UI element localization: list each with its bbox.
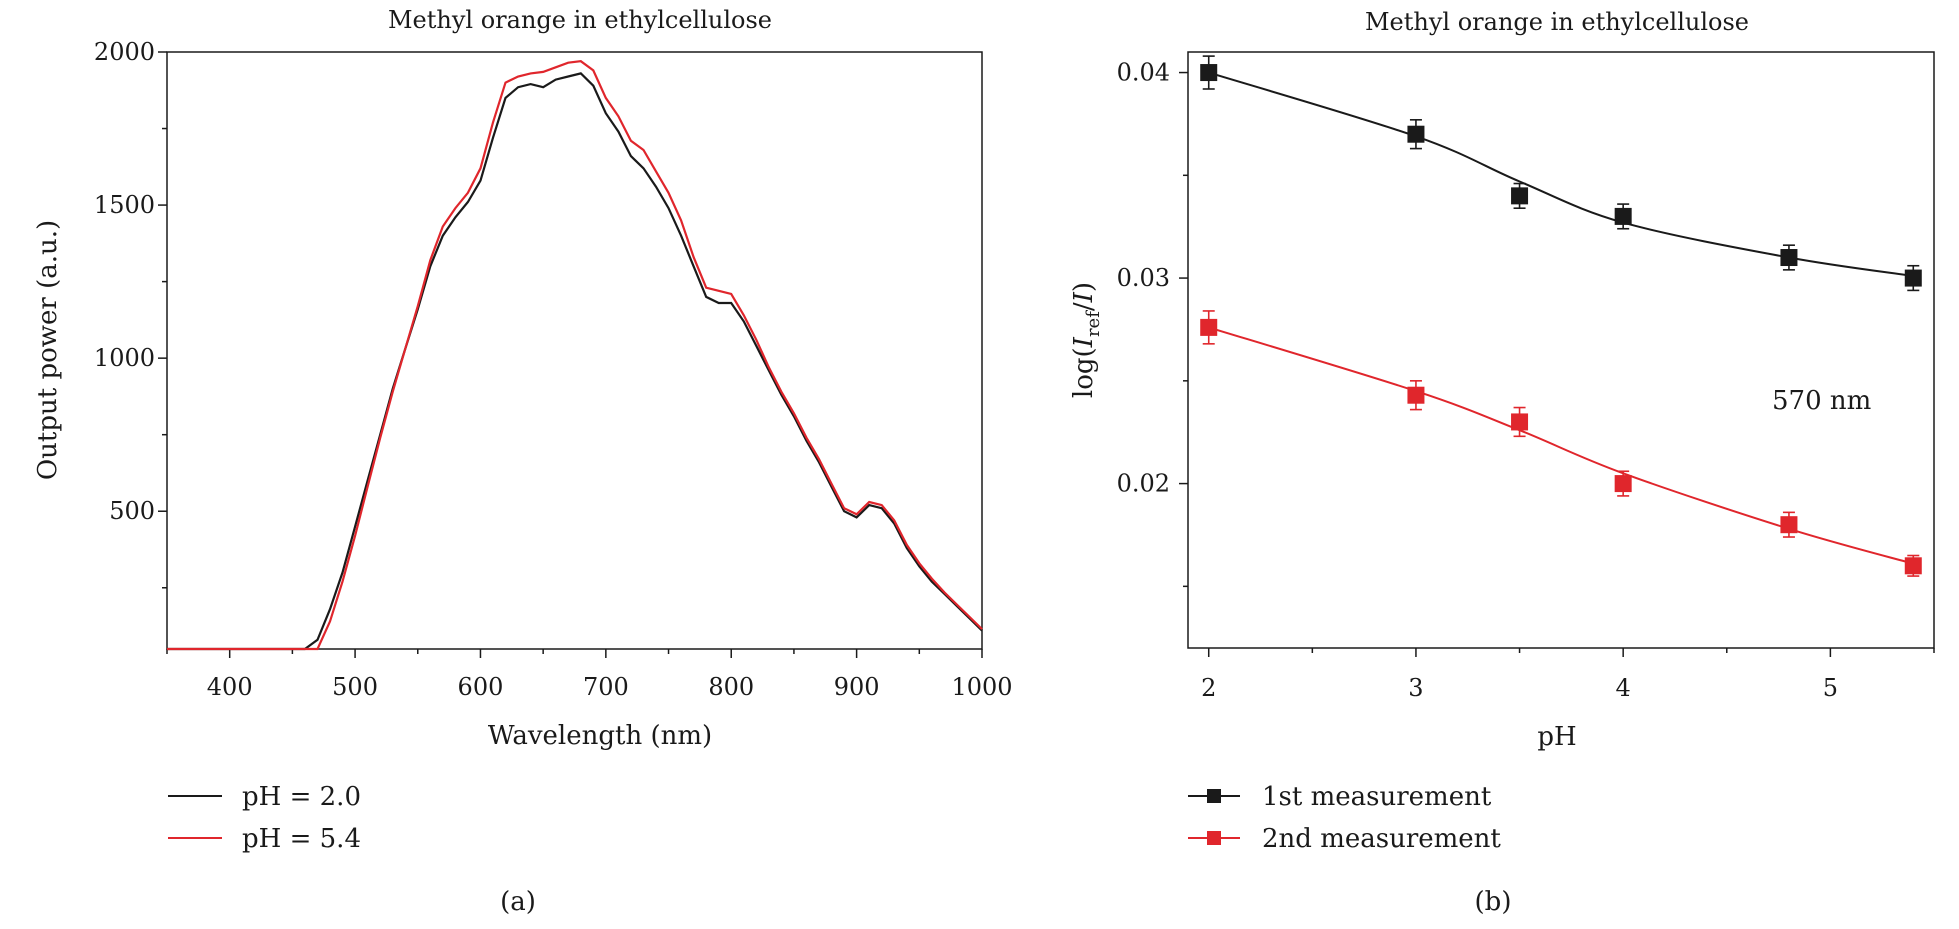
panel-b-data-point xyxy=(1614,475,1632,493)
panel-b-fit-curve-2nd xyxy=(1208,326,1914,565)
panel-a-y-ticks xyxy=(158,51,167,589)
panel-b-data-point xyxy=(1904,557,1922,575)
panel-b-y-axis-label-slash: / xyxy=(1069,302,1099,311)
panel-b-data-point xyxy=(1904,269,1922,287)
panel-a-y-tick-label: 1000 xyxy=(94,344,155,372)
panel-a-x-tick-label: 1000 xyxy=(951,673,1012,701)
panel-b-points xyxy=(1200,55,1922,577)
panel-b-y-axis-label-suffix: ) xyxy=(1069,282,1099,292)
panel-a-series-line-ph-2-0 xyxy=(167,72,983,651)
panel-b-x-tick-label: 3 xyxy=(1408,674,1423,702)
panel-a-label: (a) xyxy=(500,887,536,917)
panel-a-y-axis-label: Output power (a.u.) xyxy=(33,220,63,480)
panel-a-x-ticks xyxy=(166,649,983,658)
panel-a-x-tick-label: 900 xyxy=(834,673,880,701)
panel-b-x-tick-label: 2 xyxy=(1201,674,1216,702)
panel-a-y-tick-label: 1500 xyxy=(94,191,155,219)
panel-b-data-point xyxy=(1200,318,1218,336)
panel-b-wavelength-annotation: 570 nm xyxy=(1772,386,1871,416)
panel-b-data-point xyxy=(1407,386,1425,404)
panel-b-legend-label-1st: 1st measurement xyxy=(1262,782,1492,812)
panel-a-legend: pH = 2.0 pH = 5.4 xyxy=(168,782,361,854)
panel-a-plot-frame xyxy=(166,51,983,650)
panel-b-data-point xyxy=(1614,207,1632,225)
panel-b-y-tick-label: 0.03 xyxy=(1117,264,1170,292)
panel-a-y-tick-label: 500 xyxy=(109,497,155,525)
panel-b-title: Methyl orange in ethylcellulose xyxy=(1365,8,1749,36)
panel-b-data-point xyxy=(1511,187,1529,205)
panel-b-y-axis-label-prefix: log( xyxy=(1069,347,1099,398)
panel-b-label: (b) xyxy=(1475,887,1512,917)
panel-b-legend-marker-1st xyxy=(1207,789,1221,803)
panel-b-data-point xyxy=(1780,516,1798,534)
panel-b-y-axis-label-sub: ref xyxy=(1083,310,1104,337)
panel-a-y-tick-label: 2000 xyxy=(94,38,155,66)
panel-a-x-tick-label: 700 xyxy=(583,673,629,701)
panel-b-data-point xyxy=(1780,249,1798,267)
panel-b-y-tick-label: 0.02 xyxy=(1117,470,1170,498)
panel-b-x-ticks xyxy=(1207,648,1935,657)
panel-b-x-axis-label: pH xyxy=(1537,722,1576,752)
panel-a-x-axis-label: Wavelength (nm) xyxy=(488,721,712,751)
panel-b: Methyl orange in ethylcellulose 2 3 4 5 … xyxy=(1069,8,1935,917)
panel-b-legend: 1st measurement 2nd measurement xyxy=(1188,782,1501,854)
panel-b-data-point xyxy=(1200,64,1218,82)
panel-b-data-point xyxy=(1407,125,1425,143)
panel-a-series-line-ph-5-4 xyxy=(167,60,983,651)
panel-b-legend-marker-2nd xyxy=(1207,831,1221,845)
panel-b-y-axis-label-i2: I xyxy=(1069,291,1099,303)
panel-a-x-tick-label: 400 xyxy=(207,673,253,701)
panel-a-legend-label-ph-5-4: pH = 5.4 xyxy=(242,824,361,854)
panel-a: Methyl orange in ethylcellulose 400 500 … xyxy=(33,6,1013,917)
panel-b-y-axis-label: log(Iref/I) xyxy=(1069,282,1104,398)
panel-b-x-tick-label: 4 xyxy=(1616,674,1631,702)
panel-a-x-tick-label: 800 xyxy=(708,673,754,701)
panel-a-title: Methyl orange in ethylcellulose xyxy=(388,6,772,34)
panel-b-plot-frame xyxy=(1187,51,1935,649)
panel-b-y-ticks xyxy=(1179,71,1188,588)
panel-a-x-tick-label: 600 xyxy=(458,673,504,701)
panel-b-x-tick-label: 5 xyxy=(1823,674,1838,702)
panel-b-y-tick-label: 0.04 xyxy=(1117,59,1170,87)
panel-b-data-point xyxy=(1511,413,1529,431)
panel-b-fit-curve-1st xyxy=(1208,71,1914,277)
panel-b-y-axis-label-i: I xyxy=(1069,336,1099,348)
panel-b-legend-label-2nd: 2nd measurement xyxy=(1262,824,1501,854)
panel-a-x-tick-label: 500 xyxy=(332,673,378,701)
panel-a-legend-label-ph-2-0: pH = 2.0 xyxy=(242,782,361,812)
